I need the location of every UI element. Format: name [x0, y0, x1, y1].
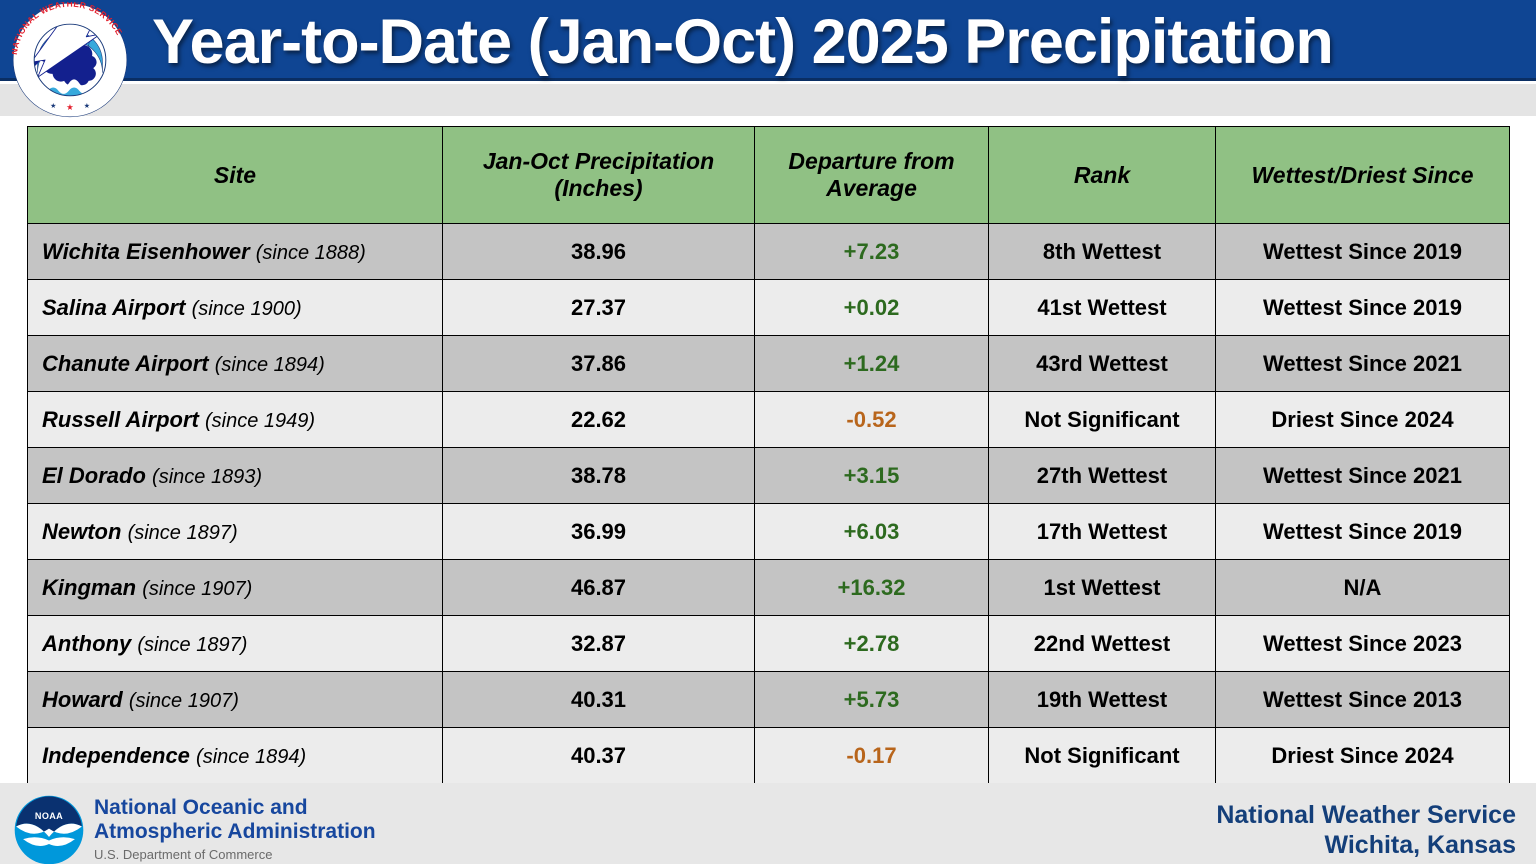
svg-text:★: ★	[50, 102, 56, 110]
svg-text:★: ★	[84, 102, 90, 110]
svg-text:★: ★	[66, 102, 74, 112]
svg-text:NOAA: NOAA	[35, 811, 63, 821]
